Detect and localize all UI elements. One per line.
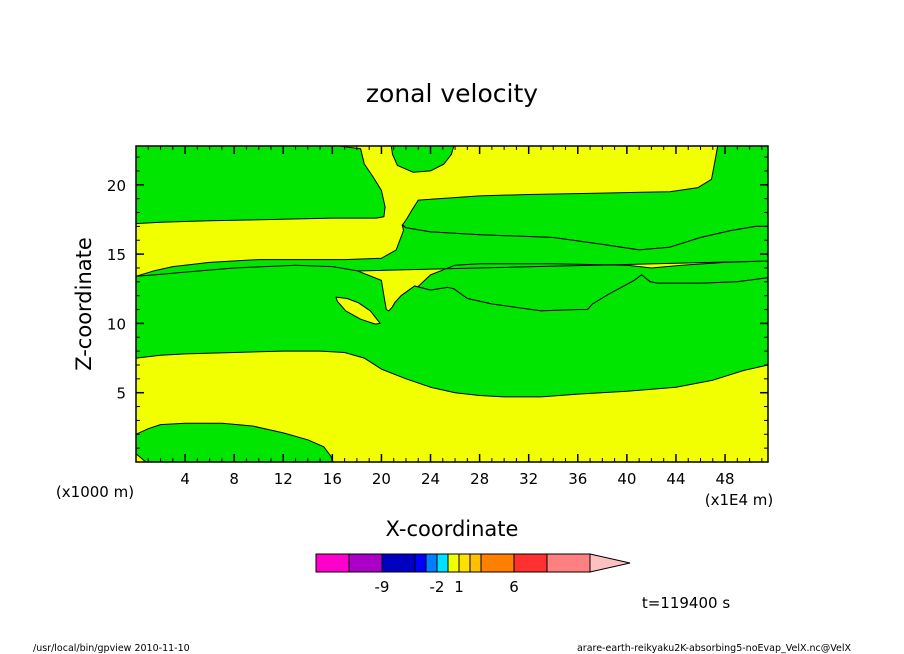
x-axis-label: X-coordinate bbox=[386, 517, 519, 541]
x-tick-label: 4 bbox=[180, 470, 190, 488]
colorbar-label: 1 bbox=[454, 578, 464, 596]
x-tick-label: 16 bbox=[323, 470, 342, 488]
x-tick-label: 40 bbox=[617, 470, 636, 488]
x-tick-label: 48 bbox=[716, 470, 735, 488]
colorbar-box-7 bbox=[447, 553, 460, 573]
contour-region-6 bbox=[335, 296, 381, 325]
plot-frame bbox=[135, 145, 769, 463]
colorbar-box-12 bbox=[546, 553, 591, 573]
colorbar-box-11 bbox=[513, 553, 548, 573]
time-stamp: t=119400 s bbox=[642, 594, 730, 612]
colorbar-box-9 bbox=[469, 553, 482, 573]
chart-title: zonal velocity bbox=[366, 79, 538, 108]
x-scale-note: (x1E4 m) bbox=[705, 491, 774, 509]
contour-regions bbox=[135, 145, 769, 463]
y-axis-label: Z-coordinate bbox=[72, 237, 96, 371]
colorbar-box-1 bbox=[315, 553, 350, 573]
y-tick-label: 15 bbox=[107, 246, 126, 264]
x-tick-label: 32 bbox=[519, 470, 538, 488]
colorbar bbox=[315, 553, 631, 573]
x-tick-label: 8 bbox=[229, 470, 239, 488]
footer-left: /usr/local/bin/gpview 2010-11-10 bbox=[33, 643, 190, 654]
colorbar-arrow bbox=[589, 553, 631, 573]
colorbar-box-6 bbox=[436, 553, 449, 573]
colorbar-label: 6 bbox=[509, 578, 519, 596]
x-tick-label: 20 bbox=[372, 470, 391, 488]
colorbar-labels: -9 -2 1 6 bbox=[375, 578, 519, 596]
contour-region-2 bbox=[390, 145, 455, 173]
x-tick-label: 12 bbox=[274, 470, 293, 488]
colorbar-box-5 bbox=[425, 553, 438, 573]
contour-region-5 bbox=[135, 264, 769, 398]
colorbar-box-2 bbox=[348, 553, 383, 573]
x-tick-label: 24 bbox=[421, 470, 440, 488]
colorbar-label: -2 bbox=[430, 578, 445, 596]
y-tick-label: 5 bbox=[116, 385, 126, 403]
y-tick-label: 10 bbox=[107, 315, 126, 333]
x-tick-label: 44 bbox=[666, 470, 685, 488]
footer-right: arare-earth-reikyaku2K-absorbing5-noEvap… bbox=[577, 643, 852, 654]
contour-region-1 bbox=[135, 145, 386, 225]
y-scale-note: (x1000 m) bbox=[56, 483, 134, 501]
colorbar-box-3 bbox=[381, 553, 416, 573]
colorbar-label: -9 bbox=[375, 578, 390, 596]
colorbar-box-8 bbox=[458, 553, 471, 573]
colorbar-box-10 bbox=[480, 553, 515, 573]
x-tick-label: 36 bbox=[568, 470, 587, 488]
x-tick-label: 28 bbox=[470, 470, 489, 488]
colorbar-box-4 bbox=[414, 553, 427, 573]
y-tick-label: 20 bbox=[107, 177, 126, 195]
